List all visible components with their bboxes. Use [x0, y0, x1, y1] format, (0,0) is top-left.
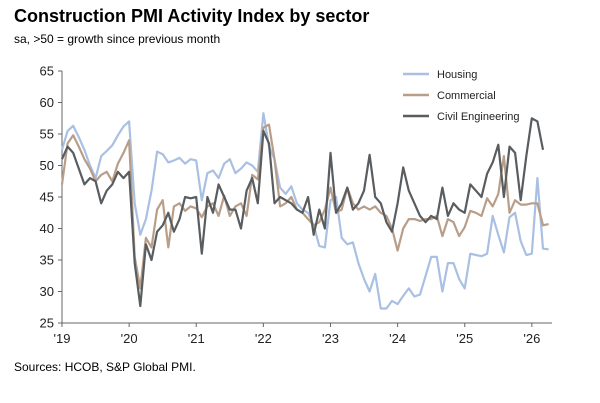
- y-tick-label: 45: [40, 190, 54, 205]
- series-line-civil-engineering: [60, 117, 545, 308]
- legend-label-civil-engineering: Civil Engineering: [437, 111, 520, 123]
- chart-source: Sources: HCOB, S&P Global PMI.: [14, 360, 196, 374]
- y-tick-label: 65: [40, 64, 54, 79]
- legend-label-housing: Housing: [437, 69, 477, 81]
- x-tick-label: '23: [322, 331, 339, 346]
- x-tick-label: '22: [255, 331, 272, 346]
- y-tick-label: 50: [40, 158, 54, 173]
- chart-subtitle: sa, >50 = growth since previous month: [14, 32, 221, 46]
- x-tick-label: '25: [456, 331, 473, 346]
- y-tick-label: 25: [40, 316, 54, 331]
- x-tick-label: '21: [188, 331, 205, 346]
- y-tick-label: 60: [40, 95, 54, 110]
- y-tick-label: 30: [40, 284, 54, 299]
- x-tick-label: '19: [54, 331, 71, 346]
- y-tick-label: 35: [40, 253, 54, 268]
- legend-label-commercial: Commercial: [437, 90, 496, 102]
- chart-title: Construction PMI Activity Index by secto…: [14, 6, 370, 26]
- x-tick-label: '24: [389, 331, 406, 346]
- series-line-housing: [60, 112, 549, 310]
- y-tick-label: 55: [40, 127, 54, 142]
- x-tick-label: '20: [121, 331, 138, 346]
- y-tick-label: 40: [40, 221, 54, 236]
- x-tick-label: '26: [523, 331, 540, 346]
